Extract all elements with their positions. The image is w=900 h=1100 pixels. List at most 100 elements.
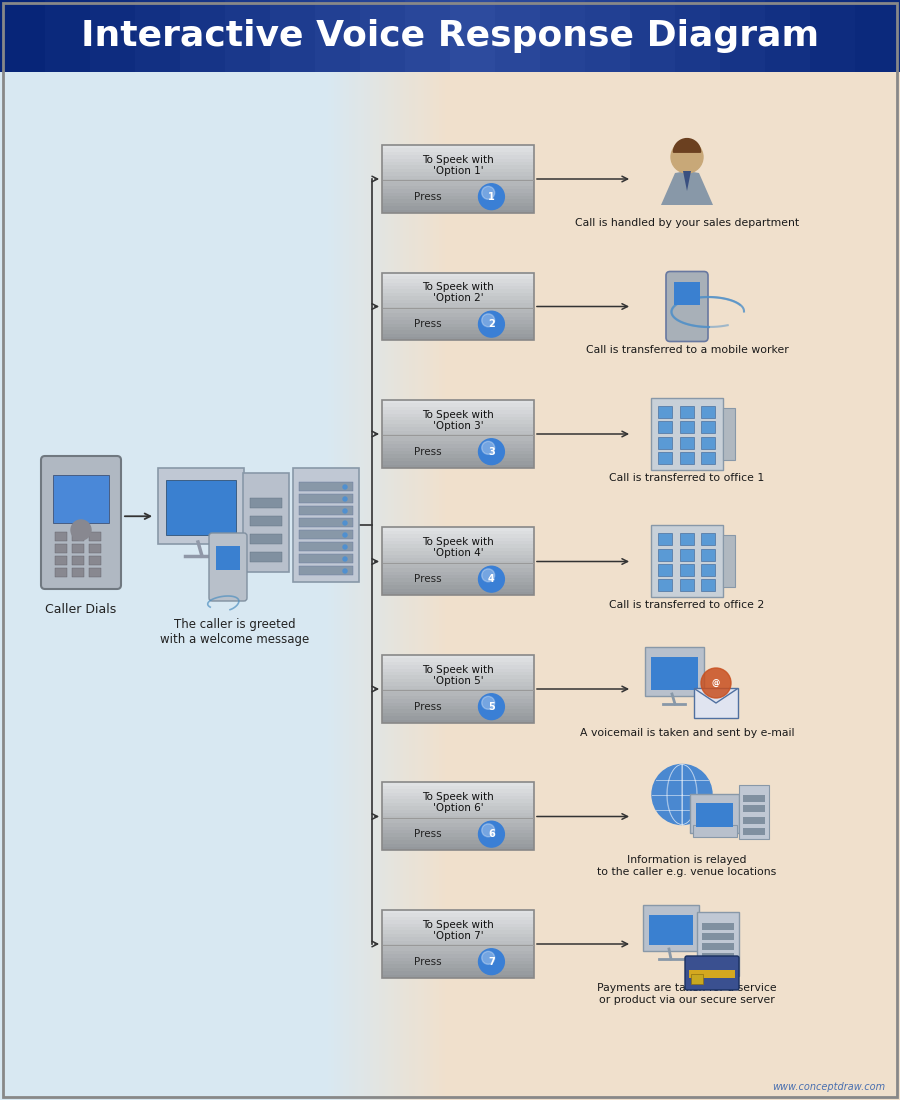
Bar [45,0,90,72]
Bar [382,541,534,544]
Bar [382,464,534,468]
Bar [382,189,534,192]
Text: 'Option 3': 'Option 3' [433,421,483,431]
Bar [382,572,534,575]
Bar [382,458,534,461]
FancyBboxPatch shape [243,473,289,572]
Bar [430,72,433,1100]
Bar [701,564,716,576]
Bar [72,568,84,578]
FancyBboxPatch shape [158,468,244,544]
Bar [421,72,424,1100]
FancyBboxPatch shape [643,905,699,952]
Bar [382,155,534,158]
Bar [436,72,439,1100]
Bar [382,666,534,669]
Bar [72,544,84,553]
Bar [382,438,534,441]
Bar [382,279,534,283]
Text: Press: Press [414,702,441,712]
Bar [403,72,406,1100]
Circle shape [479,439,504,464]
Bar [855,0,900,72]
Bar [382,713,534,716]
Bar [370,72,373,1100]
Bar [382,430,534,434]
Bar [382,810,534,813]
Text: 6: 6 [488,829,495,839]
Text: The caller is greeted
with a welcome message: The caller is greeted with a welcome mes… [160,618,310,646]
Bar [382,700,534,703]
Text: Press: Press [414,957,441,967]
Bar [382,844,534,847]
Bar [180,0,225,72]
Bar [364,72,367,1100]
Bar [250,552,282,562]
Bar [382,585,534,588]
Bar [696,803,733,826]
Bar [328,72,331,1100]
Bar [701,452,716,464]
Bar [382,461,534,464]
Bar [382,840,534,844]
Bar [400,72,403,1100]
Bar [72,532,84,541]
Bar [382,710,534,713]
FancyBboxPatch shape [739,785,769,839]
Bar [701,534,716,544]
Bar [382,276,534,279]
FancyBboxPatch shape [645,647,704,696]
Bar [382,582,534,585]
Bar [346,72,349,1100]
Text: Press: Press [414,447,441,456]
Bar [382,716,534,719]
Bar [658,452,672,464]
Text: Press: Press [414,829,441,839]
Bar [382,551,534,554]
Bar [299,542,353,551]
Bar [382,286,534,289]
Bar [89,544,101,553]
Bar [382,192,534,196]
Bar [382,145,534,149]
Bar [166,480,236,535]
Bar [382,420,534,424]
Bar [382,827,534,830]
FancyBboxPatch shape [666,272,708,341]
Bar [720,0,765,72]
Text: 'Option 7': 'Option 7' [433,931,483,940]
Bar [382,913,534,916]
Bar [382,427,534,430]
Circle shape [482,952,495,965]
Bar [702,933,734,940]
Bar [382,679,534,682]
Bar [388,72,391,1100]
Bar [701,549,716,561]
Bar [89,568,101,578]
Bar [397,72,400,1100]
Text: Caller Dials: Caller Dials [45,603,117,616]
Bar [702,962,734,970]
Bar [340,72,343,1100]
Bar [680,564,694,576]
Text: 'Option 4': 'Option 4' [433,548,483,559]
Bar [382,410,534,414]
Bar [382,528,534,531]
Bar [394,72,397,1100]
Bar [382,654,534,659]
Bar [409,72,412,1100]
Bar [334,72,337,1100]
Bar [382,820,534,823]
Bar [382,314,534,317]
Bar [723,536,735,587]
Bar [299,506,353,515]
Bar [89,556,101,565]
Bar [382,692,534,696]
Bar [382,400,534,404]
Text: Call is transferred to office 1: Call is transferred to office 1 [609,473,765,483]
Bar [382,330,534,333]
FancyBboxPatch shape [693,825,737,837]
Bar [379,72,382,1100]
Bar [382,333,534,337]
Bar [674,283,700,305]
